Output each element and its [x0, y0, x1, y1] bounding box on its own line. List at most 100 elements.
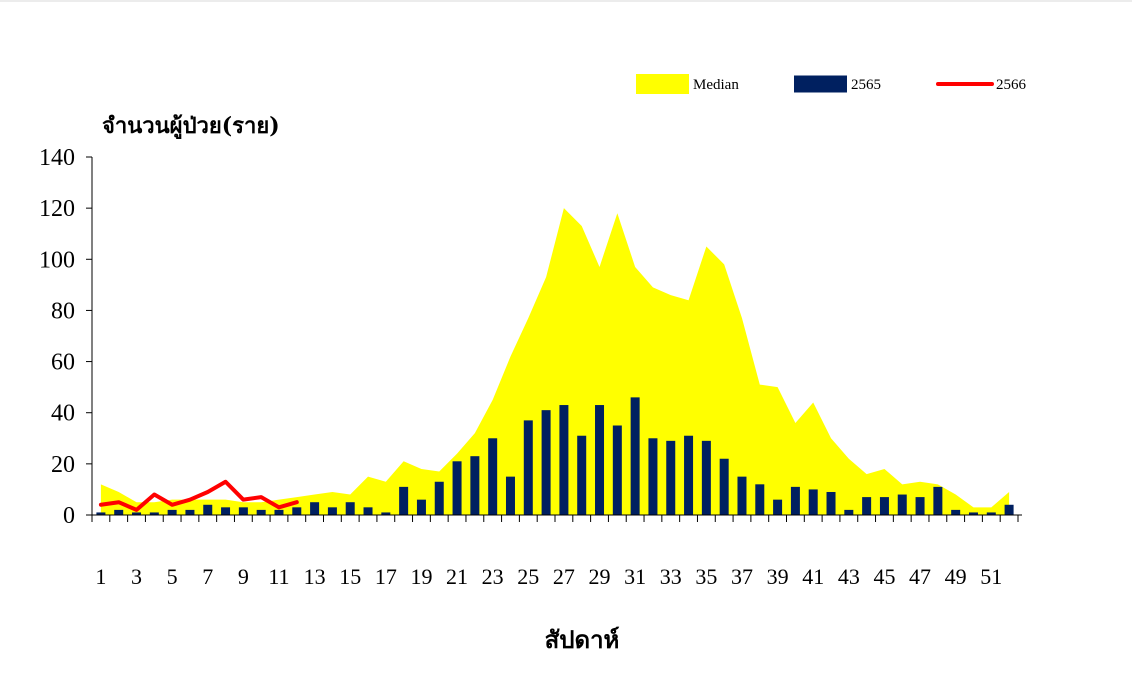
x-tick-label-43: 43	[838, 564, 860, 589]
bar-2565-week-31	[630, 397, 640, 515]
bar-2565-week-52	[1004, 504, 1014, 515]
bar-2565-week-49	[951, 509, 961, 515]
x-tick-label-23: 23	[482, 564, 504, 589]
bar-2565-week-42	[826, 491, 836, 515]
x-tick-label-31: 31	[624, 564, 646, 589]
x-tick-label-3: 3	[131, 564, 142, 589]
line-2566	[98, 479, 299, 512]
y-axis-title: จำนวนผู้ป่วย(ราย)	[102, 113, 280, 140]
y-tick-label-0: 0	[63, 503, 75, 529]
x-tick-label-29: 29	[589, 564, 611, 589]
bar-2565-week-36	[719, 458, 729, 515]
x-axis-title: สัปดาห์	[545, 625, 620, 654]
y-tick-label-60: 60	[51, 350, 75, 376]
legend-swatch-2565	[794, 75, 847, 93]
bar-2565-week-25	[523, 420, 533, 515]
x-tick-label-9: 9	[238, 564, 249, 589]
bar-2565-week-35	[701, 440, 711, 515]
y-tick-label-40: 40	[51, 401, 75, 427]
legend-label-median: Median	[693, 77, 739, 93]
bar-2565-week-26	[541, 410, 551, 515]
bar-2565-week-10	[256, 509, 266, 515]
y-tick-label-100: 100	[39, 247, 75, 273]
legend: Median 2565 2566	[636, 74, 1027, 94]
x-tick-label-19: 19	[410, 564, 432, 589]
x-tick-label-27: 27	[553, 564, 575, 589]
bar-2565-week-3	[132, 512, 142, 515]
axis-layer	[86, 156, 1022, 522]
x-tick-label-37: 37	[731, 564, 753, 589]
bar-2565-week-45	[879, 497, 889, 515]
bar-2565-week-14	[327, 507, 337, 515]
bar-2565-week-4	[149, 512, 159, 515]
y-tick-label-20: 20	[51, 452, 75, 478]
y-tick-label-120: 120	[39, 196, 75, 222]
legend-label-2565: 2565	[851, 77, 881, 93]
bar-2565-week-23	[488, 438, 498, 515]
median-area	[100, 208, 1010, 515]
x-tick-label-33: 33	[660, 564, 682, 589]
legend-swatch-median	[636, 74, 689, 94]
x-tick-label-35: 35	[695, 564, 717, 589]
bar-2565-week-12	[292, 507, 302, 515]
bar-2565-week-8	[221, 507, 231, 515]
x-tick-label-47: 47	[909, 564, 931, 589]
bar-2565-week-32	[648, 438, 658, 515]
y-tick-label-80: 80	[51, 298, 75, 324]
bar-2565-week-41	[808, 489, 818, 515]
bar-2565-week-46	[897, 494, 907, 515]
top-border	[0, 0, 1132, 2]
bar-2565-week-43	[844, 509, 854, 515]
bar-2565-week-22	[470, 456, 480, 515]
bar-2565-week-19	[416, 499, 426, 515]
x-tick-label-39: 39	[767, 564, 789, 589]
x-tick-label-7: 7	[202, 564, 213, 589]
bar-2565-week-7	[203, 504, 213, 515]
bar-2565-week-34	[684, 435, 694, 515]
bar-2565-week-39	[773, 499, 783, 515]
x-tick-label-1: 1	[95, 564, 106, 589]
bar-2565-week-9	[238, 507, 248, 515]
bar-2565-week-17	[381, 512, 391, 515]
bar-2565-week-13	[310, 502, 320, 515]
x-tick-label-5: 5	[167, 564, 178, 589]
x-tick-label-15: 15	[339, 564, 361, 589]
bar-2565-week-21	[452, 461, 462, 515]
legend-label-2566: 2566	[996, 77, 1027, 93]
median-area-layer	[100, 208, 1010, 515]
x-tick-label-49: 49	[945, 564, 967, 589]
x-tick-label-17: 17	[375, 564, 397, 589]
bar-2565-week-20	[434, 481, 444, 515]
bar-layer	[96, 397, 1014, 515]
bar-2565-week-40	[790, 486, 800, 515]
bar-2565-week-38	[755, 484, 765, 515]
bar-2565-week-16	[363, 507, 373, 515]
bar-2565-week-6	[185, 509, 195, 515]
y-tick-label-layer: 0 20 40 60 80 100 120 140	[39, 145, 75, 529]
x-tick-label-41: 41	[802, 564, 824, 589]
bar-2565-week-50	[968, 512, 978, 515]
bar-2565-week-37	[737, 476, 747, 515]
x-tick-label-layer: 1 3 5 7 9 11 13 15 17 19 21 23 25 27 29 31 33 35 37 39 41 43 4…	[95, 564, 1002, 589]
bar-2565-week-47	[915, 497, 925, 515]
bar-2565-week-30	[612, 425, 622, 515]
x-tick-label-25: 25	[517, 564, 539, 589]
bar-2565-week-1	[96, 512, 106, 515]
bar-2565-week-29	[595, 405, 605, 515]
bar-2565-week-5	[167, 509, 177, 515]
bar-2565-week-44	[862, 497, 872, 515]
bar-2565-week-28	[577, 435, 587, 515]
x-tick-label-51: 51	[980, 564, 1002, 589]
x-tick-label-45: 45	[873, 564, 895, 589]
bar-2565-week-33	[666, 440, 676, 515]
bar-2565-week-51	[986, 512, 996, 515]
x-tick-label-11: 11	[268, 564, 289, 589]
line-layer	[98, 479, 299, 512]
bar-2565-week-24	[505, 476, 515, 515]
y-tick-label-140: 140	[39, 145, 75, 171]
bar-2565-week-15	[345, 502, 355, 515]
x-tick-label-13: 13	[304, 564, 326, 589]
bar-2565-week-11	[274, 509, 284, 515]
bar-2565-week-18	[399, 486, 409, 515]
